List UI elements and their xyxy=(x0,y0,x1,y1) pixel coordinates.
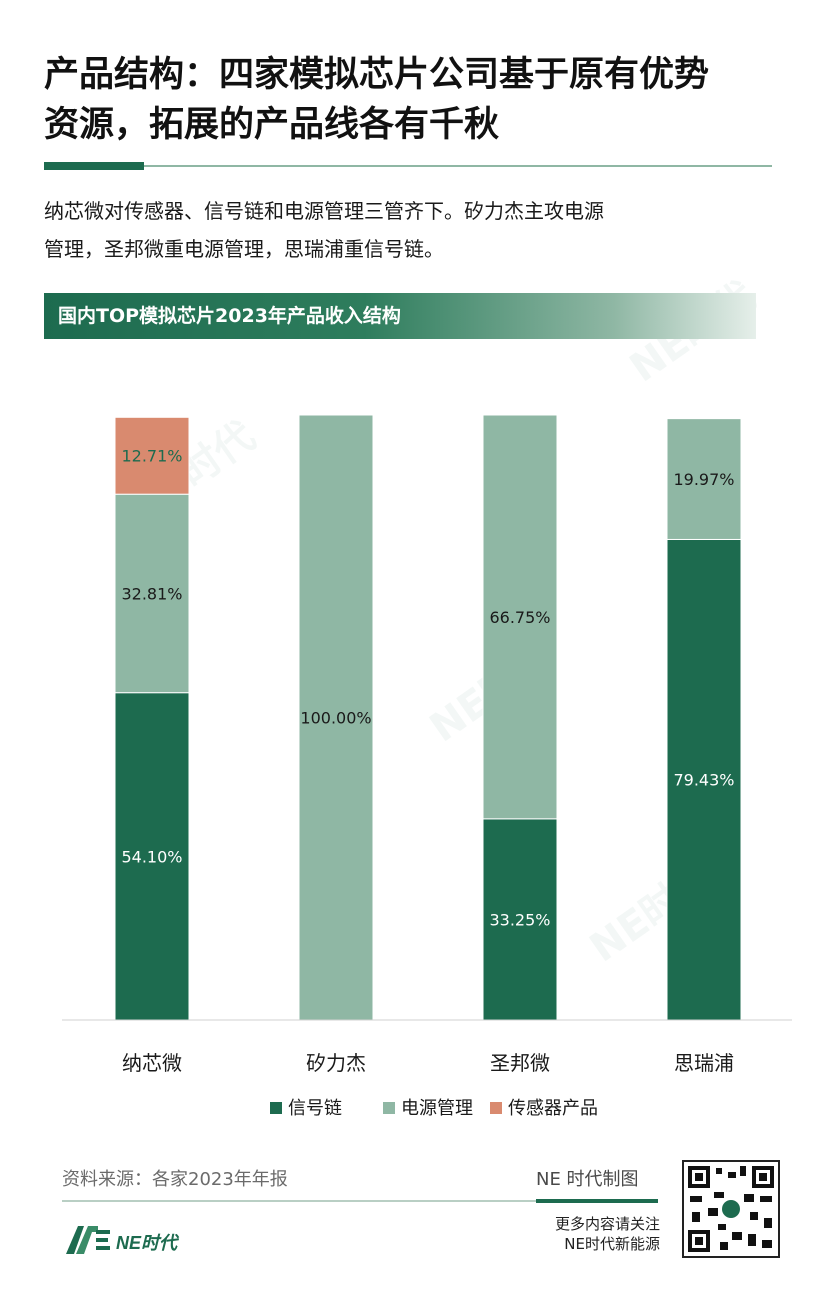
data-label: 33.25% xyxy=(489,910,550,929)
footer-divider-accent xyxy=(536,1199,658,1203)
bar-segment xyxy=(114,493,190,694)
bar-segment xyxy=(114,692,190,1021)
title-line-1: 产品结构：四家模拟芯片公司基于原有优势 xyxy=(44,55,710,95)
chart-title: 国内TOP模拟芯片2023年产品收入结构 xyxy=(58,305,401,327)
data-label: 79.43% xyxy=(673,771,734,790)
bar-segment xyxy=(298,414,374,1021)
category-label: 纳芯微 xyxy=(122,1051,182,1075)
bar-segment xyxy=(482,414,558,820)
description-line-2: 管理，圣邦微重电源管理，思瑞浦重信号链。 xyxy=(44,237,444,261)
ne-logo-icon: NE时代 xyxy=(62,1220,182,1260)
follow-note: 更多内容请关注 NE时代新能源 xyxy=(520,1214,660,1254)
description: 纳芯微对传感器、信号链和电源管理三管齐下。矽力杰主攻电源 管理，圣邦微重电源管理… xyxy=(44,192,784,268)
data-label: 54.10% xyxy=(121,847,182,866)
logo-text: NE时代 xyxy=(116,1233,180,1253)
footer-divider xyxy=(62,1200,658,1202)
maker-note: NE 时代制图 xyxy=(536,1169,639,1190)
description-line-1: 纳芯微对传感器、信号链和电源管理三管齐下。矽力杰主攻电源 xyxy=(44,199,604,223)
title-divider xyxy=(44,165,772,167)
category-label: 思瑞浦 xyxy=(674,1051,734,1075)
legend-label: 电源管理 xyxy=(401,1098,473,1119)
data-label: 12.71% xyxy=(121,447,182,466)
source-note: 资料来源：各家2023年年报 xyxy=(62,1169,288,1190)
legend-label: 信号链 xyxy=(288,1098,342,1119)
category-label: 圣邦微 xyxy=(490,1051,550,1075)
data-label: 100.00% xyxy=(300,709,371,728)
legend-swatch xyxy=(383,1102,395,1114)
title-line-2: 资源，拓展的产品线各有千秋 xyxy=(44,105,500,145)
bar-segment xyxy=(482,818,558,1021)
bar-segment xyxy=(114,416,190,495)
category-label: 矽力杰 xyxy=(306,1051,366,1075)
data-label: 32.81% xyxy=(121,584,182,603)
follow-line-1: 更多内容请关注 xyxy=(554,1215,660,1233)
data-label: 66.75% xyxy=(489,608,550,627)
chart-banner: 国内TOP模拟芯片2023年产品收入结构 xyxy=(44,293,756,339)
legend-swatch xyxy=(270,1102,282,1114)
legend-swatch xyxy=(490,1102,502,1114)
data-label: 19.97% xyxy=(673,470,734,489)
title-divider-accent xyxy=(44,162,144,170)
bar-segment xyxy=(666,418,742,540)
qr-code-icon xyxy=(682,1160,780,1258)
page-title: 产品结构：四家模拟芯片公司基于原有优势 资源，拓展的产品线各有千秋 xyxy=(44,50,794,150)
follow-line-2: NE时代新能源 xyxy=(564,1235,660,1253)
stacked-bar-chart: 54.10% 32.81% 12.71% 纳芯微 100.00% 矽力杰 33.25% 66.… xyxy=(62,414,792,1119)
legend-label: 传感器产品 xyxy=(508,1098,598,1119)
